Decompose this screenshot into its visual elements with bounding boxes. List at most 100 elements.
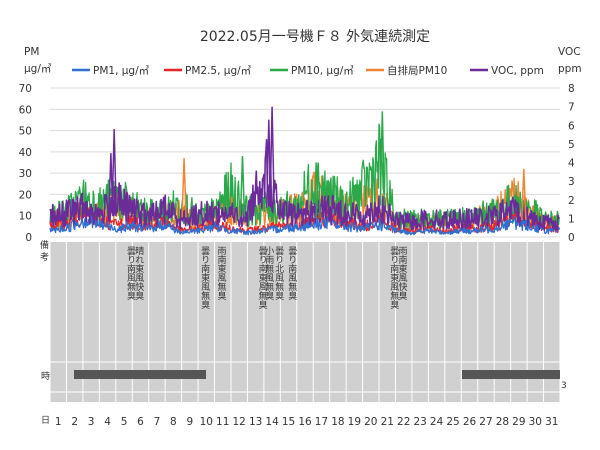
day-column [346,242,363,402]
y-left-tick-label: 10 [19,211,32,223]
day-label: 26 [463,416,477,428]
chart-title: 2022.05月一号機Ｆ８ 外気連続測定 [200,28,430,45]
day-label: 4 [104,416,111,428]
day-column [363,242,379,402]
day-column [428,242,445,402]
day-label: 31 [545,416,558,428]
series-line [49,138,560,231]
day-label: 8 [170,416,177,428]
day-column [313,242,330,402]
series-spike [239,156,246,217]
day-column [231,242,247,402]
day-label: 22 [397,416,410,428]
day-label: 9 [186,416,193,428]
y-right-label-1: VOC [558,46,581,58]
y-left-tick-label: 20 [19,189,32,201]
day-label: 6 [137,416,144,428]
legend-label: PM1, μg/㎥ [93,64,149,77]
y-right-tick-label: 8 [568,83,575,95]
series-spike [379,111,386,206]
legend-label: PM2.5, μg/㎥ [185,64,251,77]
y-left-tick-label: 70 [19,83,32,95]
annotation-text: 雨南東風無臭 [216,246,227,301]
day-label: 10 [200,416,213,428]
day-row-label: 日 [41,415,50,426]
legend-label: VOC, ppm [491,65,544,77]
series-spike [111,128,117,211]
annotation-text: 曇り南東風無臭 [388,246,399,310]
y-right-tick-label: 4 [568,158,575,170]
series-line [49,215,560,236]
y-left-label-1: PM [24,46,39,58]
y-right-tick-label: 5 [568,139,575,151]
time-mark-label: 3 [561,381,567,391]
day-label: 7 [154,416,161,428]
legend-label: PM10, μg/㎥ [291,64,354,77]
day-column [445,242,461,402]
day-column [330,242,346,402]
time-marks [74,370,206,379]
series-spike [181,158,187,218]
y-right-label-2: ppm [558,63,582,75]
annotation-text: 曇り北風無臭 [273,246,284,301]
remarks-row-label: 備 [40,239,49,251]
day-label: 13 [249,416,262,428]
day-column [412,242,428,402]
day-label: 11 [216,416,229,428]
annotation-text: 晴れ東風快臭 [133,245,144,301]
annotation-text: 曇り南東風無臭 [199,246,210,310]
y-right-tick-label: 7 [568,102,575,114]
day-column [50,242,66,402]
remarks-row-label-2: 考 [40,252,49,263]
day-label: 24 [430,416,444,428]
day-label: 21 [381,416,394,428]
y-right-tick-label: 6 [568,120,575,132]
annotation-text: 曇り南風無臭 [125,246,136,301]
day-label: 30 [529,416,542,428]
y-right-tick-label: 2 [568,195,575,207]
day-label: 2 [71,416,78,428]
y-left-tick-label: 50 [19,126,32,138]
y-left-tick-label: 0 [25,232,32,244]
day-label: 15 [282,416,295,428]
series-spike [521,168,527,221]
legend: PM1, μg/㎥ PM2.5, μg/㎥ PM10, μg/㎥ 自排局PM10 VOC… [72,64,544,77]
series-spike [269,106,275,205]
y-left-tick-label: 60 [19,104,32,116]
day-label: 18 [331,416,344,428]
day-label: 16 [298,416,312,428]
series-spike [315,162,321,219]
annotation-text: 雨南東風快臭 [396,246,407,301]
annotation-text: 曇り南東風無臭 [257,246,268,310]
time-marks [462,370,560,379]
series-spike [266,119,272,208]
day-label: 27 [479,416,492,428]
day-column [297,242,313,402]
day-label: 19 [348,416,361,428]
day-label: 14 [265,416,279,428]
day-label: 3 [88,416,95,428]
y-left-tick-label: 30 [19,168,32,180]
series-lines [49,106,560,236]
day-label: 12 [233,416,246,428]
y-left-axis: 0 10 20 30 40 50 60 70 [19,83,32,244]
y-left-tick-label: 40 [19,147,32,159]
remarks-table: 3 [50,242,567,402]
y-right-tick-label: 0 [568,232,575,244]
legend-label: 自排局PM10 [387,64,447,77]
time-row-label: 時 [41,371,50,382]
day-label: 25 [446,416,459,428]
y-left-label-2: μg/㎥ [24,62,51,75]
day-labels: 1 2 3 4 5 6 7 8 9 10 11 12 13 14 15 16 17 18 19 20 21 22 23 24 2… [55,416,559,428]
day-label: 20 [364,416,377,428]
day-label: 1 [55,416,62,428]
day-label: 23 [413,416,426,428]
day-label: 17 [315,416,328,428]
day-label: 28 [496,416,509,428]
y-right-axis: 0 1 2 3 4 5 6 7 8 [568,83,575,244]
day-label: 5 [121,416,128,428]
y-right-tick-label: 1 [568,213,575,225]
annotation-text: 小雨無風無臭 [263,246,274,301]
